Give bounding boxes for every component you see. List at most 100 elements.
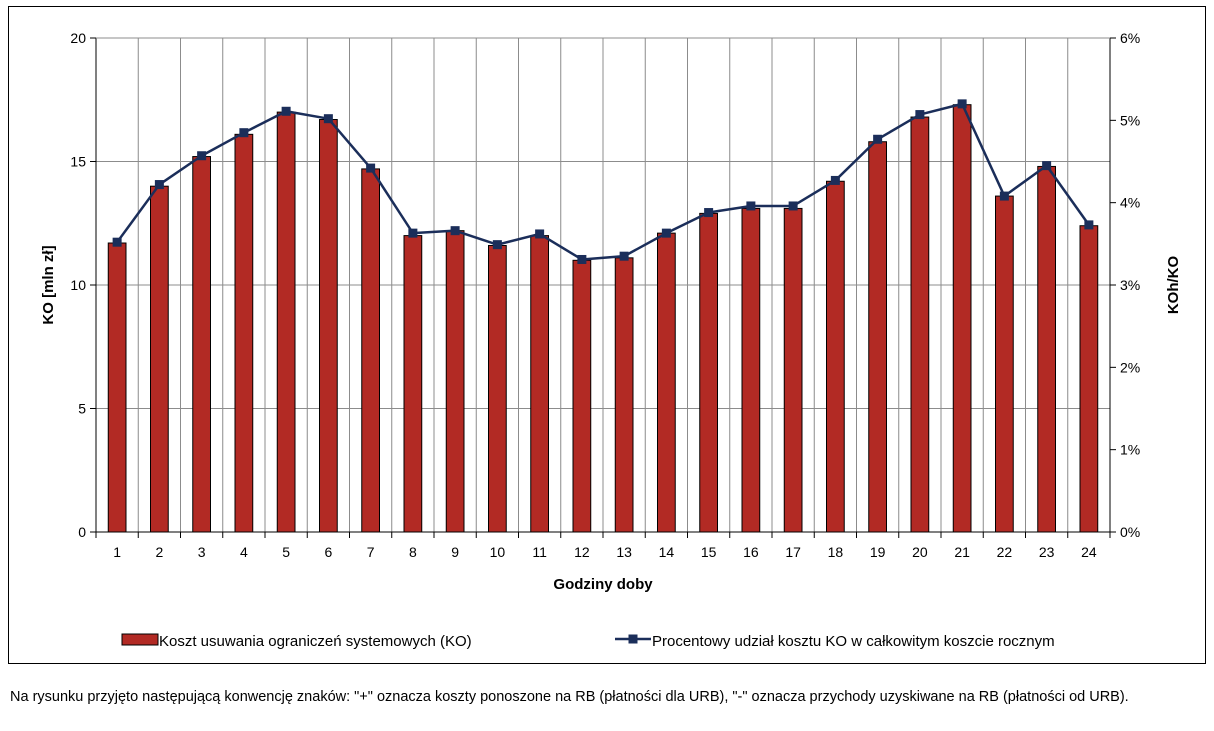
line-point — [915, 110, 925, 120]
line-point — [535, 229, 545, 239]
bar — [699, 212, 718, 533]
y-tick-label-right: 5% — [1120, 112, 1140, 128]
bar — [361, 168, 380, 533]
x-tick-label: 17 — [785, 544, 801, 560]
bar — [572, 259, 592, 533]
legend-swatch-marker — [628, 634, 638, 644]
x-tick-label: 19 — [870, 544, 886, 560]
bar — [319, 119, 338, 533]
line-series — [112, 99, 1094, 264]
line-point — [450, 226, 460, 236]
legend-swatch-bar — [121, 633, 159, 646]
x-tick-label: 20 — [912, 544, 928, 560]
x-tick-label: 5 — [282, 544, 290, 560]
bar — [952, 104, 972, 533]
y-tick-label-right: 2% — [1120, 359, 1140, 375]
x-tick-label: 1 — [113, 544, 121, 560]
y-tick-label-right: 0% — [1120, 524, 1140, 540]
line-point — [1042, 161, 1052, 171]
x-tick-label: 2 — [155, 544, 163, 560]
bar — [276, 111, 296, 533]
x-tick-label: 18 — [828, 544, 844, 560]
bar — [1079, 225, 1099, 533]
bar — [995, 195, 1014, 533]
bar — [657, 232, 676, 533]
line-point — [577, 254, 587, 264]
x-tick-label: 6 — [324, 544, 332, 560]
x-tick-label: 24 — [1081, 544, 1097, 560]
line-point — [788, 201, 798, 211]
x-tick-label: 4 — [240, 544, 248, 560]
series-line — [116, 102, 1090, 261]
x-tick-label: 14 — [659, 544, 675, 560]
line-point — [239, 128, 249, 138]
y-tick-label-right: 3% — [1120, 277, 1140, 293]
line-point — [112, 237, 122, 247]
line-point — [197, 151, 207, 161]
legend: Koszt usuwania ograniczeń systemowych (K… — [121, 633, 1055, 650]
x-tick-label: 7 — [367, 544, 375, 560]
legend-label-line: Procentowy udział kosztu KO w całkowitym… — [652, 633, 1055, 650]
line-point — [957, 99, 967, 109]
bar — [783, 207, 803, 533]
x-tick-label: 22 — [997, 544, 1013, 560]
bar — [826, 180, 845, 533]
y-tick-label-right: 6% — [1120, 30, 1140, 46]
bar — [234, 133, 254, 533]
line-point — [999, 191, 1009, 201]
footnote: Na rysunku przyjęto następującą konwencj… — [10, 689, 1129, 705]
bar — [530, 235, 549, 533]
x-tick-label: 13 — [616, 544, 632, 560]
line-point — [154, 180, 164, 190]
y-tick-label-left: 5 — [78, 401, 86, 417]
line-point — [408, 228, 418, 238]
line-point — [830, 175, 840, 185]
bar — [488, 244, 507, 533]
bar — [107, 242, 127, 533]
bar — [741, 207, 761, 533]
bar — [868, 141, 887, 533]
x-tick-label: 8 — [409, 544, 417, 560]
bar — [1037, 165, 1056, 533]
line-point — [366, 163, 376, 173]
bar — [403, 235, 423, 533]
line-point — [281, 106, 291, 116]
bar — [445, 230, 465, 533]
y-tick-label-left: 15 — [70, 154, 86, 170]
y-axis-title-left: KO [mln zł] — [40, 245, 57, 324]
x-tick-label: 10 — [490, 544, 506, 560]
line-point — [661, 228, 671, 238]
x-tick-label: 23 — [1039, 544, 1055, 560]
y-tick-label-left: 10 — [70, 277, 86, 293]
line-point — [619, 251, 629, 261]
x-tick-label: 12 — [574, 544, 590, 560]
y-tick-label-right: 1% — [1120, 442, 1140, 458]
y-tick-label-right: 4% — [1120, 195, 1140, 211]
axes — [90, 37, 1116, 538]
line-point — [492, 240, 502, 250]
x-tick-label: 3 — [198, 544, 206, 560]
grid-lines — [96, 37, 1110, 532]
x-tick-label: 16 — [743, 544, 759, 560]
x-axis-title: Godziny doby — [553, 576, 653, 593]
line-point — [746, 201, 756, 211]
line-point — [323, 114, 333, 124]
bar — [150, 185, 169, 533]
legend-label-bar: Koszt usuwania ograniczeń systemowych (K… — [159, 633, 472, 650]
x-tick-label: 15 — [701, 544, 717, 560]
line-point — [873, 134, 883, 144]
y-tick-label-left: 20 — [70, 30, 86, 46]
y-tick-label-left: 0 — [78, 524, 86, 540]
bar — [192, 156, 211, 533]
bar — [910, 116, 930, 533]
x-tick-label: 9 — [451, 544, 459, 560]
x-tick-label: 21 — [954, 544, 970, 560]
y-axis-title-right: KOh/KO — [1165, 256, 1182, 315]
line-point — [704, 208, 714, 218]
bar — [614, 257, 634, 533]
line-point — [1084, 220, 1094, 230]
x-tick-label: 11 — [532, 544, 547, 560]
chart-frame: 0 5 10 15 20 0% 1% 2% 3% 4% 5% 6% 1 2 3 4 5 6 7 8 9 10 11 12 13 1… — [8, 6, 1206, 664]
